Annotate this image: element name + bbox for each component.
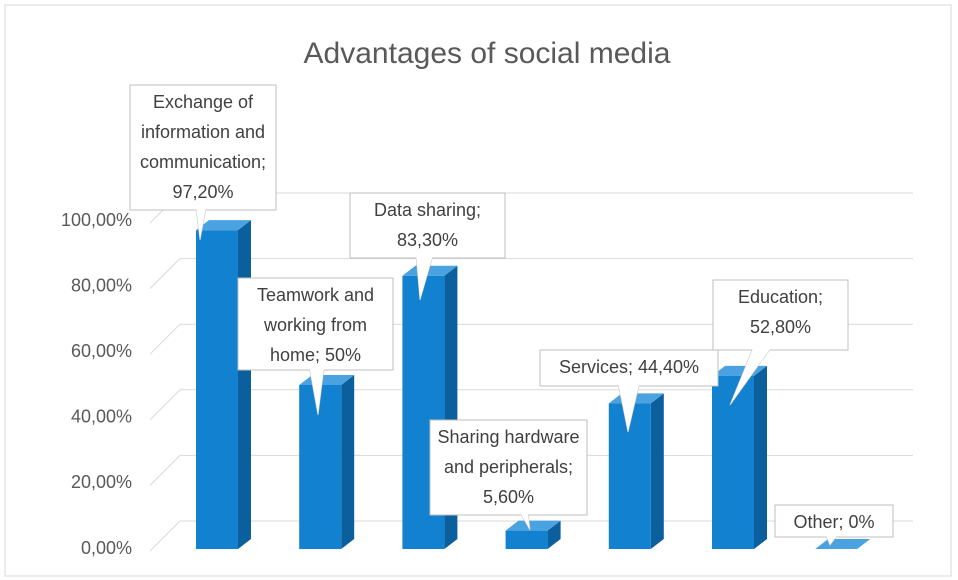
bar — [505, 520, 561, 549]
bar-side — [650, 393, 664, 549]
data-label: Education; 52,80% — [737, 287, 824, 337]
bar-front — [712, 375, 754, 549]
grid-line — [149, 455, 181, 486]
y-tick-label: 20,00% — [71, 472, 132, 492]
callout-pointer-fill — [820, 521, 848, 545]
bar-side — [547, 520, 561, 549]
bar-side — [754, 365, 767, 549]
bar-side — [341, 375, 355, 549]
grid-line — [149, 323, 181, 355]
callout-pointer-fill — [730, 315, 795, 405]
grid-line — [149, 520, 181, 552]
bar-front — [299, 385, 342, 549]
bar — [608, 393, 664, 549]
y-tick-label: 80,00% — [71, 275, 132, 295]
bar-front — [196, 230, 238, 549]
bar-side — [238, 220, 251, 549]
data-label: Services; 44,40% — [558, 357, 700, 377]
callout-pointer-fill — [301, 324, 330, 415]
bar-top — [196, 220, 251, 231]
grid-line — [149, 258, 181, 289]
y-tick-label: 0,00% — [81, 538, 132, 558]
data-label: Exchange of information and communicatio… — [139, 92, 267, 202]
y-tick-label: 100,00% — [61, 210, 132, 230]
y-tick-label: 40,00% — [71, 407, 132, 427]
callout-pointer-fill — [413, 225, 442, 300]
bar — [712, 365, 767, 549]
chart-title: Advantages of social media — [304, 37, 671, 70]
grid-line — [149, 389, 181, 421]
data-label: Teamwork and working from home; 50% — [256, 285, 375, 365]
bar — [299, 375, 355, 549]
bar-top — [402, 265, 458, 276]
bar-front — [608, 403, 651, 549]
data-label: Other; 0% — [793, 512, 875, 532]
y-tick-label: 60,00% — [71, 341, 132, 361]
bar-front — [505, 530, 548, 549]
callout-pointer-fill — [494, 467, 530, 530]
bar-top — [505, 520, 561, 531]
data-label: Sharing hardware and peripherals; 5,60% — [437, 427, 580, 507]
bar — [196, 220, 251, 549]
callout-pointer-fill — [189, 147, 217, 240]
data-label: Data sharing; 83,30% — [373, 200, 482, 250]
callout-pointer-fill — [615, 368, 643, 432]
